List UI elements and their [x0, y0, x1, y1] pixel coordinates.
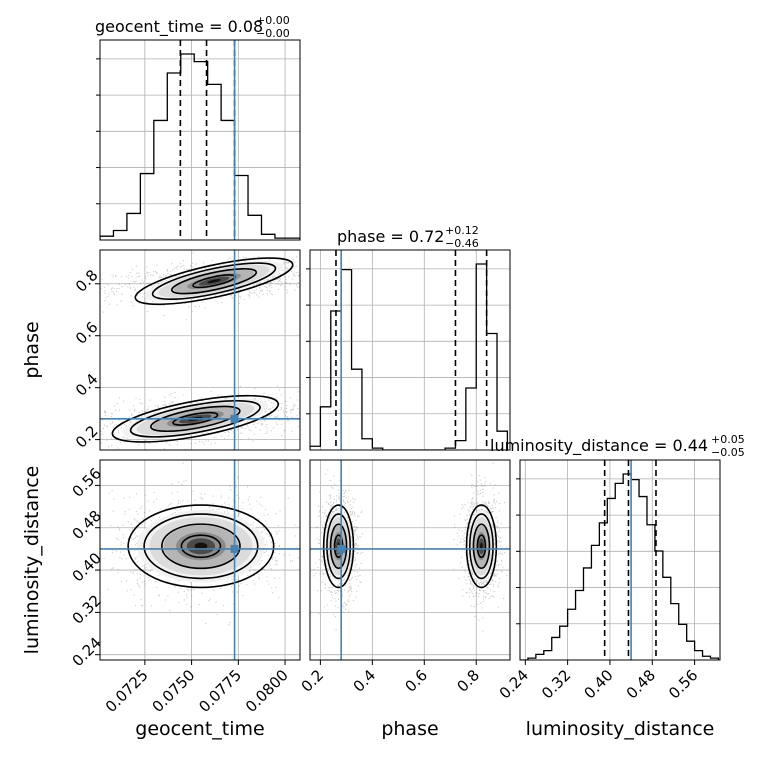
x-tick-label: 0.2: [298, 666, 328, 696]
title-phase-plus: +0.12: [445, 224, 479, 237]
title-phase: phase = 0.72: [337, 227, 444, 246]
contour-line: [129, 399, 261, 438]
contour-line: [172, 411, 219, 426]
truth-marker: [337, 544, 346, 553]
x-tick-label: 0.0775: [195, 666, 245, 716]
x-tick-label: 0.0750: [149, 666, 199, 716]
y-tick-label: 0.8: [72, 266, 102, 296]
x-tick-label: 0.48: [623, 666, 659, 702]
x-axis-label-luminosity-distance: luminosity_distance: [526, 718, 715, 740]
contour-line: [468, 513, 494, 580]
title-geocent-time-plus: +0.00: [256, 14, 290, 27]
panel-frame: [99, 39, 301, 241]
x-tick-label: 0.56: [665, 666, 701, 702]
histogram-phase: [310, 263, 509, 450]
title-luminosity-distance-plus: +0.05: [711, 433, 745, 446]
density-level: [480, 542, 483, 550]
histogram-geocent_time: [100, 53, 300, 240]
x-tick-label: 0.40: [580, 666, 616, 702]
title-phase-minus: −0.46: [445, 237, 479, 250]
truth-marker: [230, 414, 239, 423]
panel-2d-phase_vs_geocent_time: [100, 252, 300, 450]
x-tick-label: 0.32: [538, 666, 574, 702]
contour-line: [180, 534, 222, 559]
x-tick-label: 0.6: [402, 666, 432, 696]
contour-line: [329, 523, 348, 570]
x-axis-label-phase: phase: [381, 718, 438, 740]
title-geocent-time: geocent_time = 0.08: [95, 17, 263, 37]
contour-line: [326, 513, 352, 580]
x-tick-label: 0.24: [496, 666, 532, 702]
contour-line: [322, 504, 355, 589]
contour-line: [127, 504, 275, 589]
contour-line: [170, 267, 258, 295]
x-tick-label: 0.4: [350, 666, 380, 696]
title-luminosity-distance-minus: −0.05: [711, 446, 745, 459]
x-tick-label: 0.8: [453, 666, 483, 696]
panel-frame: [519, 459, 721, 661]
contour-line: [472, 523, 491, 570]
panel-frame: [309, 249, 511, 451]
density-level: [194, 542, 208, 550]
x-axis-label-geocent-time: geocent_time: [135, 718, 264, 740]
truth-marker: [230, 544, 239, 553]
y-axis-label-phase: phase: [21, 321, 43, 378]
histogram-luminosity_distance: [520, 473, 720, 660]
y-axis-label-luminosity-distance: luminosity_distance: [21, 466, 43, 655]
y-tick-label: 0.4: [72, 370, 102, 400]
panel-frame: [99, 249, 301, 451]
x-tick-label: 0.0800: [242, 666, 292, 716]
title-geocent-time-minus: −0.00: [256, 27, 290, 40]
y-tick-label: 0.6: [72, 318, 102, 348]
panel-2d-luminosity_distance_vs_geocent_time: [100, 462, 300, 626]
contour-line: [161, 523, 241, 570]
contour-line: [111, 394, 280, 443]
title-luminosity-distance: luminosity_distance = 0.44: [490, 436, 708, 456]
contour-line: [151, 262, 277, 301]
panel-frame: [309, 459, 511, 661]
contour-line: [465, 504, 498, 589]
density-level: [207, 279, 221, 284]
contour-line: [134, 257, 294, 306]
panel-frame: [99, 459, 301, 661]
y-tick-label: 0.2: [72, 422, 102, 452]
contour-line: [150, 405, 241, 433]
x-tick-label: 0.0725: [102, 666, 152, 716]
contour-line: [143, 513, 259, 580]
contour-line: [476, 534, 487, 559]
